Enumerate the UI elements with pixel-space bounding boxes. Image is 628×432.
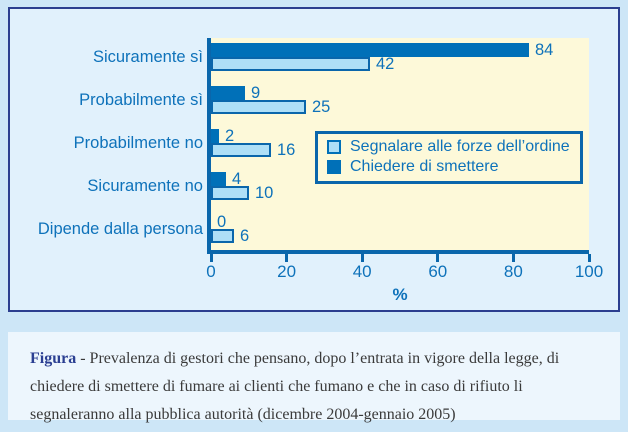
legend: Segnalare alle forze dell’ordine Chieder… — [315, 131, 583, 184]
value-label-dark-2: 2 — [225, 127, 235, 145]
x-axis-label: % — [392, 285, 408, 304]
chart-panel: 84 42 9 25 2 16 4 10 0 6 Sicuramente sì Probabilme… — [8, 7, 620, 312]
value-label-dark-1: 9 — [251, 84, 261, 102]
bar-dark-2 — [211, 129, 219, 143]
value-label-dark-4: 0 — [217, 213, 227, 231]
bar-light-0 — [211, 57, 370, 71]
tick-mark-80 — [511, 254, 515, 262]
tick-label-20: 20 — [277, 262, 297, 281]
caption-separator: - — [76, 350, 90, 367]
legend-swatch-light-icon — [327, 140, 341, 154]
tick-mark-60 — [436, 254, 440, 262]
bar-dark-1 — [211, 86, 245, 100]
tick-mark-0 — [209, 254, 213, 262]
value-label-light-2: 16 — [277, 141, 296, 159]
value-label-light-4: 6 — [240, 227, 250, 245]
value-label-light-3: 10 — [255, 184, 274, 202]
category-label-3: Sicuramente no — [87, 177, 203, 195]
value-label-dark-0: 84 — [535, 41, 554, 59]
tick-label-60: 60 — [428, 262, 448, 281]
figure-caption: Figura - Prevalenza di gestori che pensa… — [8, 332, 620, 423]
value-label-light-0: 42 — [376, 55, 395, 73]
legend-label: Segnalare alle forze dell’ordine — [350, 138, 570, 155]
tick-label-40: 40 — [352, 262, 372, 281]
value-label-dark-3: 4 — [232, 170, 242, 188]
category-label-0: Sicuramente sì — [92, 48, 203, 66]
category-label-4: Dipende dalla persona — [37, 220, 203, 238]
tick-label-100: 100 — [574, 262, 604, 281]
legend-label: Chiedere di smettere — [350, 158, 499, 175]
category-label-1: Probabilmente sì — [79, 91, 203, 109]
bar-light-1 — [211, 100, 306, 114]
legend-swatch-dark-icon — [327, 160, 341, 174]
caption-text: Prevalenza di gestori che pensano, dopo … — [30, 350, 560, 423]
bar-dark-0 — [211, 43, 529, 57]
bar-light-4 — [211, 229, 234, 243]
legend-item-segnalare: Segnalare alle forze dell’ordine — [327, 137, 570, 157]
tick-mark-40 — [360, 254, 364, 262]
legend-item-chiedere: Chiedere di smettere — [327, 157, 570, 177]
caption-label: Figura — [30, 350, 77, 367]
bar-light-3 — [211, 186, 249, 200]
tick-label-0: 0 — [206, 262, 216, 281]
bar-dark-3 — [211, 172, 226, 186]
bar-light-2 — [211, 143, 271, 157]
value-label-light-1: 25 — [312, 98, 331, 116]
tick-label-80: 80 — [503, 262, 523, 281]
tick-mark-100 — [587, 254, 591, 262]
category-label-2: Probabilmente no — [73, 134, 203, 152]
tick-mark-20 — [285, 254, 289, 262]
